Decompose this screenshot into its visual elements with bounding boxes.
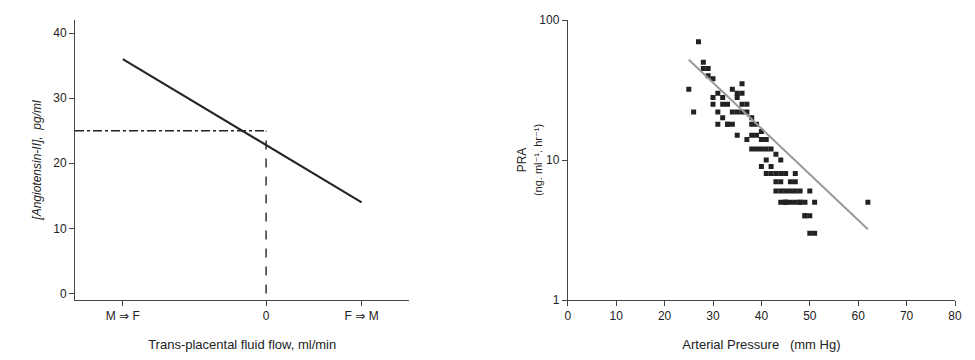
- svg-text:M ⇒ F: M ⇒ F: [106, 309, 140, 323]
- svg-text:40: 40: [53, 26, 67, 40]
- svg-text:70: 70: [900, 309, 914, 323]
- svg-text:0: 0: [564, 309, 571, 323]
- svg-text:30: 30: [53, 91, 67, 105]
- svg-text:1: 1: [553, 293, 560, 307]
- svg-text:40: 40: [755, 309, 769, 323]
- svg-text:10: 10: [53, 222, 67, 236]
- svg-text:F ⇒ M: F ⇒ M: [345, 309, 379, 323]
- svg-text:0: 0: [263, 309, 270, 323]
- svg-text:Trans-placental fluid flow, ml: Trans-placental fluid flow, ml/min: [148, 337, 336, 352]
- svg-text:0: 0: [60, 287, 67, 301]
- svg-text:10: 10: [610, 309, 624, 323]
- svg-text:60: 60: [852, 309, 866, 323]
- svg-text:[Angiotensin-II], pg/ml: [Angiotensin-II], pg/ml: [30, 100, 44, 221]
- svg-text:100: 100: [539, 13, 559, 27]
- svg-text:80: 80: [948, 309, 962, 323]
- svg-text:50: 50: [803, 309, 817, 323]
- svg-text:20: 20: [53, 156, 67, 170]
- svg-text:30: 30: [706, 309, 720, 323]
- svg-text:10: 10: [546, 153, 560, 167]
- svg-text:Arterial Pressure (mm Hg): Arterial Pressure (mm Hg): [682, 337, 840, 352]
- svg-text:20: 20: [658, 309, 672, 323]
- svg-text:PRA(ng. ml⁻¹. hr⁻¹): PRA(ng. ml⁻¹. hr⁻¹): [515, 124, 544, 196]
